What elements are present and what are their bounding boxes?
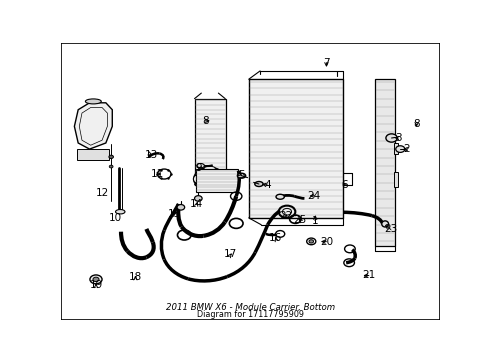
Ellipse shape [254,181,263,186]
Ellipse shape [203,166,215,171]
Text: 1: 1 [311,216,318,226]
Ellipse shape [275,194,284,199]
Text: 15: 15 [167,209,180,219]
Text: Diagram for 17117795909: Diagram for 17117795909 [197,310,304,319]
Text: 5: 5 [238,170,244,180]
Text: 16: 16 [268,233,282,243]
Polygon shape [195,169,238,192]
Text: 19: 19 [89,280,102,290]
Text: 18: 18 [128,273,142,283]
Bar [77,149,109,159]
Text: 4: 4 [264,180,270,190]
Text: 17: 17 [224,249,237,260]
Text: 2: 2 [403,144,409,154]
Bar [393,172,398,187]
Circle shape [109,165,113,168]
Bar [194,99,225,185]
Text: 8: 8 [202,116,208,126]
Circle shape [90,275,102,284]
Text: 22: 22 [279,211,292,221]
Text: 25: 25 [293,215,306,225]
Text: 7: 7 [323,58,329,68]
Ellipse shape [381,221,388,227]
Text: 23: 23 [384,225,397,234]
Text: 21: 21 [362,270,375,280]
Circle shape [395,146,404,152]
Text: 8: 8 [412,119,419,129]
Ellipse shape [85,99,101,104]
Polygon shape [248,79,343,218]
Text: 9: 9 [195,163,201,174]
Text: 12: 12 [95,188,108,198]
Ellipse shape [193,175,202,183]
Text: 11: 11 [151,169,164,179]
Circle shape [385,134,396,142]
Bar [393,143,397,154]
Ellipse shape [196,163,204,168]
Ellipse shape [237,173,245,178]
Text: 13: 13 [144,150,158,159]
Ellipse shape [115,210,125,214]
Text: 14: 14 [190,199,203,209]
Text: 2011 BMW X6 - Module Carrier, Bottom: 2011 BMW X6 - Module Carrier, Bottom [166,303,334,312]
Text: 6: 6 [341,180,347,190]
Bar [374,79,394,246]
Circle shape [109,155,113,158]
Text: 10: 10 [108,213,122,223]
Ellipse shape [219,175,227,183]
Text: 20: 20 [319,237,332,247]
Text: 3: 3 [394,133,401,143]
Polygon shape [74,103,112,149]
Circle shape [194,196,202,201]
Circle shape [93,277,99,282]
Text: 24: 24 [307,191,320,201]
Circle shape [308,240,313,243]
Circle shape [177,204,184,210]
